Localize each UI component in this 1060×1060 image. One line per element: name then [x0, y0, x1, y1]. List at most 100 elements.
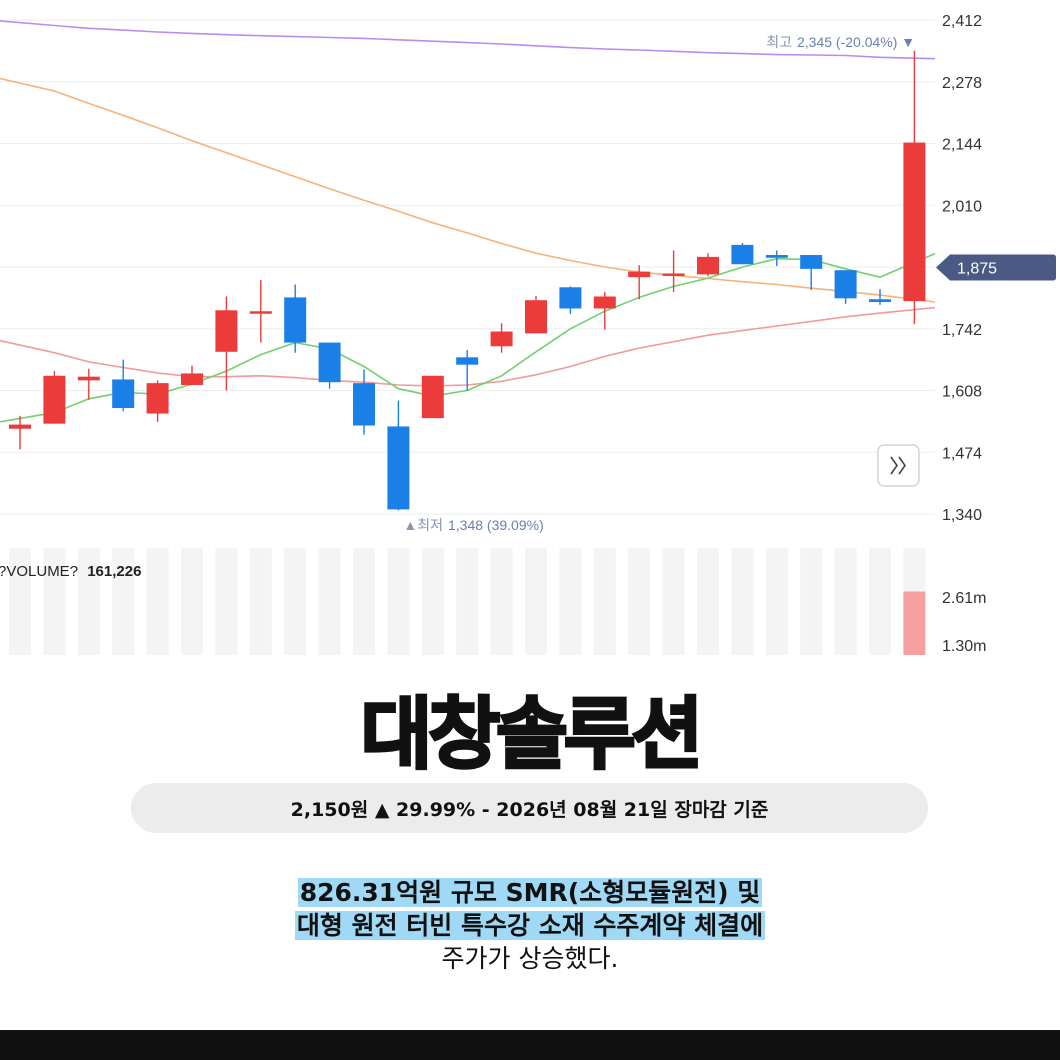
- candle-body: [800, 255, 822, 269]
- low-annotation-text: 1,348 (39.09%): [448, 517, 544, 533]
- low-annotation: ▲최저 1,348 (39.09%): [403, 517, 543, 533]
- candle: [869, 289, 891, 305]
- caption-line-1: 826.31억원 규모 SMR(소형모듈원전) 및: [298, 878, 763, 907]
- candle: [491, 323, 513, 352]
- candle-body: [147, 383, 169, 413]
- candle-body: [663, 273, 685, 276]
- scroll-right-button[interactable]: [878, 445, 919, 486]
- candle: [9, 416, 31, 450]
- candle: [250, 280, 272, 343]
- candle: [697, 253, 719, 276]
- candle-body: [559, 287, 581, 308]
- candle: [422, 376, 444, 418]
- y-tick-label: 2,278: [942, 75, 982, 92]
- candle: [112, 360, 134, 412]
- candle-body: [387, 426, 409, 509]
- candle-body: [422, 376, 444, 418]
- high-annotation-text: 2,345 (-20.04%) ▼: [797, 34, 915, 50]
- candle-body: [43, 376, 65, 424]
- candle-body: [766, 255, 788, 258]
- current-price-label: 1,875: [957, 260, 997, 277]
- volume-slot: [869, 548, 891, 655]
- volume-indicator: ?VOLUME? 161,226: [0, 563, 141, 580]
- volume-slot: [697, 548, 719, 655]
- y-axis-ticks: 2,4122,2782,1442,0101,7421,6081,4741,340…: [942, 13, 986, 655]
- grid-lines: [0, 20, 935, 514]
- volume-slot: [215, 548, 237, 655]
- y-tick-label: 2,144: [942, 137, 982, 154]
- volume-slot: [663, 548, 685, 655]
- volume-slot: [766, 548, 788, 655]
- candle-body: [525, 300, 547, 333]
- volume-slot: [353, 548, 375, 655]
- candle: [78, 369, 100, 400]
- candle-body: [78, 377, 100, 381]
- news-caption: 826.31억원 규모 SMR(소형모듈원전) 및 대형 원전 터빈 특수강 소…: [0, 876, 1060, 975]
- volume-label: ?VOLUME?: [0, 563, 78, 580]
- moving-average-line: [0, 254, 935, 422]
- candle: [353, 369, 375, 434]
- candle-body: [284, 297, 306, 342]
- caption-line-3: 주가가 상승했다.: [442, 944, 619, 973]
- y-tick-label: 1,742: [942, 322, 982, 339]
- candle-body: [731, 245, 753, 264]
- volume-slot: [594, 548, 616, 655]
- stock-chart: 2,412 2,278 2,144 2,010 1,742 1,608 1,474 1,340…: [0, 0, 1060, 660]
- volume-slot: [181, 548, 203, 655]
- candle-body: [835, 270, 857, 298]
- price-summary-text: 2,150원 ▲ 29.99% - 2026년 08월 21일 장마감 기준: [291, 795, 769, 822]
- candle-body: [628, 272, 650, 278]
- high-annotation-prefix: 최고: [766, 34, 792, 50]
- candle: [387, 401, 409, 511]
- low-annotation-prefix: ▲최저: [403, 517, 443, 533]
- moving-average-line: [0, 21, 935, 59]
- y-tick-label: 2,412: [942, 13, 982, 30]
- y-tick-label: 1,608: [942, 384, 982, 401]
- volume-slot: [628, 548, 650, 655]
- candle: [284, 285, 306, 353]
- candle-body: [697, 257, 719, 275]
- candle: [319, 343, 341, 389]
- candle: [43, 371, 65, 424]
- volume-slot: [559, 548, 581, 655]
- volume-tick-label: 2.61m: [942, 590, 986, 607]
- candle-body: [353, 383, 375, 425]
- volume-slot: [284, 548, 306, 655]
- candle-body: [112, 379, 134, 408]
- bottom-bar: [0, 1030, 1060, 1060]
- volume-grid: [9, 548, 925, 655]
- candle-body: [903, 143, 925, 302]
- caption-line-2: 대형 원전 터빈 특수강 소재 수주계약 체결에: [295, 911, 765, 940]
- volume-slot: [250, 548, 272, 655]
- candle: [903, 51, 925, 324]
- candles: [9, 51, 925, 510]
- moving-average-line: [0, 79, 935, 303]
- candle-body: [456, 357, 478, 364]
- candle: [835, 270, 857, 304]
- candle-body: [9, 425, 31, 429]
- volume-slot: [731, 548, 753, 655]
- volume-tick-label: 1.30m: [942, 638, 986, 655]
- candle: [525, 296, 547, 333]
- candle: [663, 250, 685, 291]
- candle: [800, 255, 822, 290]
- y-tick-label: 2,010: [942, 198, 982, 215]
- candle-body: [181, 373, 203, 385]
- volume-slot: [835, 548, 857, 655]
- current-price-tag: 1,875: [936, 254, 1056, 280]
- volume-slot: [800, 548, 822, 655]
- candle-body: [250, 311, 272, 314]
- candle: [181, 366, 203, 385]
- candle: [731, 243, 753, 264]
- volume-bar: [903, 592, 925, 655]
- candle-body: [594, 296, 616, 308]
- company-title: 대창솔루션: [0, 672, 1060, 784]
- candle-body: [215, 310, 237, 351]
- volume-slot: [147, 548, 169, 655]
- candle-body: [319, 343, 341, 383]
- volume-bars: [903, 592, 925, 655]
- high-annotation: 최고 2,345 (-20.04%) ▼: [766, 34, 915, 50]
- candle: [559, 286, 581, 314]
- volume-slot: [525, 548, 547, 655]
- price-summary: 2,150원 ▲ 29.99% - 2026년 08월 21일 장마감 기준: [131, 783, 928, 833]
